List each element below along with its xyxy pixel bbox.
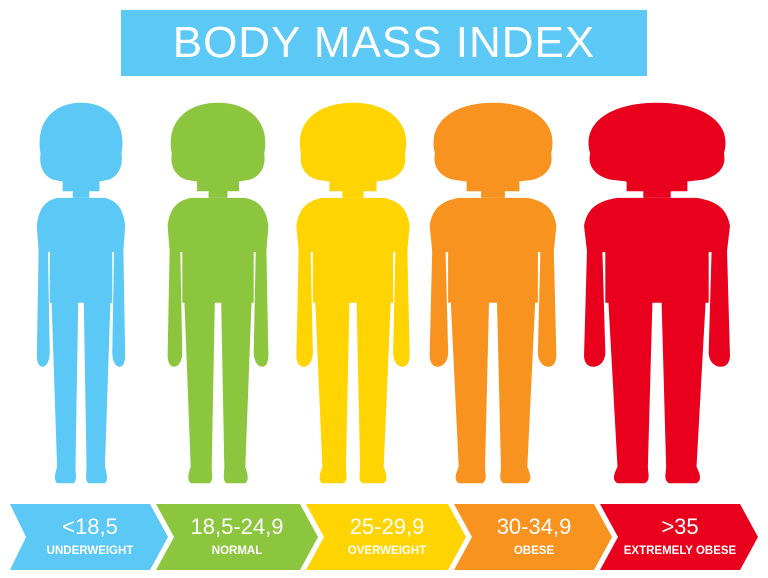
figure-underweight <box>36 102 126 484</box>
figure-extremely-obese <box>584 102 730 484</box>
category-extremely-obese: >35 EXTREMELY OBESE <box>612 504 748 570</box>
category-label: OVERWEIGHT <box>347 545 427 557</box>
category-label: OBESE <box>513 545 555 557</box>
range-value: 18,5-24,9 <box>190 514 284 539</box>
page-title: BODY MASS INDEX <box>172 18 596 67</box>
range-value: <18,5 <box>62 514 118 539</box>
range-value: >35 <box>661 514 699 539</box>
range-value: 30-34,9 <box>496 514 572 539</box>
silhouette-figures <box>36 102 730 484</box>
range-value: 25-29,9 <box>349 514 425 539</box>
figure-normal <box>167 102 269 484</box>
category-label: EXTREMELY OBESE <box>623 545 737 557</box>
category-label: NORMAL <box>211 545 263 557</box>
category-underweight: <18,5 UNDERWEIGHT <box>26 504 154 570</box>
category-label: UNDERWEIGHT <box>46 545 134 557</box>
category-normal: 18,5-24,9 NORMAL <box>172 504 302 570</box>
category-overweight: 25-29,9 OVERWEIGHT <box>322 504 452 570</box>
title-banner: BODY MASS INDEX <box>121 10 647 76</box>
figure-obese <box>429 102 557 484</box>
figure-overweight <box>296 102 410 484</box>
category-obese: 30-34,9 OBESE <box>470 504 598 570</box>
